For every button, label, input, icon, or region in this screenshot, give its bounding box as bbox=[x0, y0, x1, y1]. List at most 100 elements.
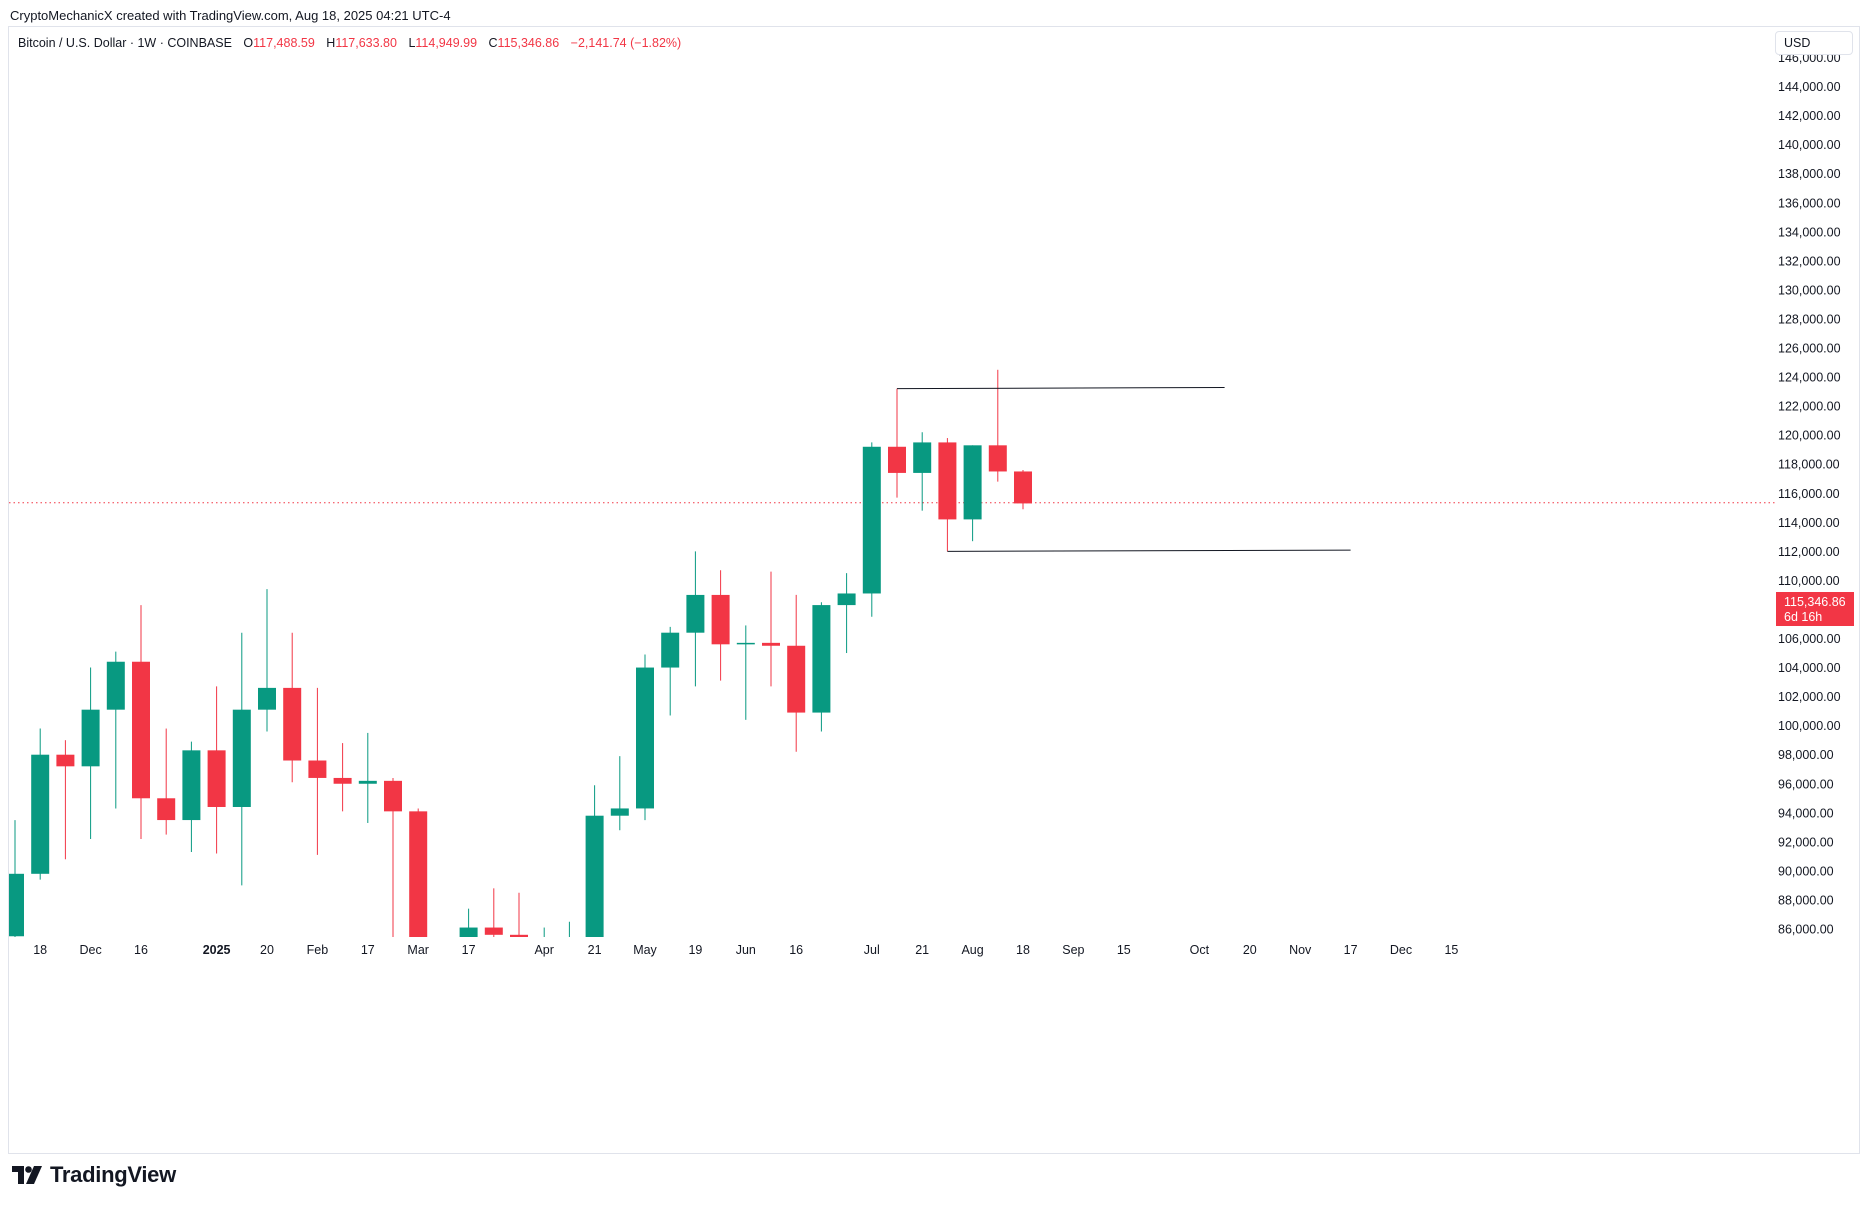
candle-body bbox=[358, 780, 377, 784]
candle-body bbox=[837, 593, 856, 606]
candle[interactable] bbox=[106, 651, 125, 809]
candle-body bbox=[988, 445, 1007, 472]
candle[interactable] bbox=[862, 442, 881, 617]
candle[interactable] bbox=[636, 654, 654, 821]
candle[interactable] bbox=[736, 625, 755, 720]
low-label: L bbox=[408, 36, 416, 50]
candle-body bbox=[157, 798, 176, 821]
price-tick-label: 122,000.00 bbox=[1778, 400, 1841, 414]
candle[interactable] bbox=[409, 808, 428, 1040]
price-tick-label: 116,000.00 bbox=[1778, 487, 1840, 501]
candle[interactable] bbox=[988, 369, 1007, 482]
candle[interactable] bbox=[459, 908, 478, 998]
price-tick-label: 106,000.00 bbox=[1778, 632, 1841, 646]
candle-body bbox=[938, 442, 957, 520]
candle[interactable] bbox=[81, 667, 100, 839]
price-axis: 86,000.00 88,000.00 90,000.00 92,000.00 94,0… bbox=[1778, 51, 1841, 937]
candle-body bbox=[106, 661, 125, 710]
close-value: 115,346.86 bbox=[497, 36, 560, 50]
candle[interactable] bbox=[258, 589, 276, 732]
horizontal-level-line[interactable] bbox=[896, 386, 1225, 390]
candle-body bbox=[182, 750, 201, 821]
candle-body bbox=[56, 754, 75, 767]
candle[interactable] bbox=[434, 958, 452, 1065]
candle[interactable] bbox=[938, 438, 957, 552]
candle[interactable] bbox=[484, 888, 503, 998]
candle-body bbox=[762, 642, 780, 646]
candle[interactable] bbox=[711, 570, 730, 681]
candle[interactable] bbox=[384, 777, 402, 1038]
candle[interactable] bbox=[661, 626, 680, 716]
candle[interactable] bbox=[182, 741, 201, 853]
candle-body bbox=[963, 445, 982, 520]
candle-body bbox=[585, 815, 604, 937]
tradingview-logo[interactable]: TradingView bbox=[12, 1162, 176, 1188]
candle[interactable] bbox=[1014, 470, 1032, 510]
price-tick-label: 138,000.00 bbox=[1778, 167, 1841, 181]
time-tick-label: 20 bbox=[260, 943, 274, 957]
candle[interactable] bbox=[762, 571, 780, 687]
current-price-label: 115,346.86 bbox=[1784, 595, 1846, 609]
horizontal-level-line[interactable] bbox=[947, 549, 1351, 552]
candle[interactable] bbox=[157, 728, 176, 835]
currency-button[interactable]: USD bbox=[1775, 31, 1853, 55]
candle-body bbox=[888, 446, 906, 473]
candle[interactable] bbox=[56, 740, 75, 860]
price-tick-label: 124,000.00 bbox=[1778, 371, 1841, 385]
candle[interactable] bbox=[308, 687, 327, 855]
candle[interactable] bbox=[535, 927, 553, 999]
candle[interactable] bbox=[132, 605, 150, 839]
time-tick-label: Dec bbox=[79, 943, 101, 957]
time-tick-label: 16 bbox=[789, 943, 803, 957]
candle[interactable] bbox=[585, 785, 604, 961]
candle-body bbox=[132, 661, 150, 799]
chart-frame[interactable] bbox=[8, 26, 1860, 1154]
close-label: C bbox=[488, 36, 498, 50]
time-tick-label: 2025 bbox=[203, 943, 231, 957]
time-tick-label: Jun bbox=[736, 943, 756, 957]
candle[interactable] bbox=[837, 573, 856, 654]
price-tick-label: 90,000.00 bbox=[1778, 864, 1834, 878]
candle[interactable] bbox=[560, 921, 578, 1096]
candle[interactable] bbox=[31, 728, 50, 880]
time-tick-label: 17 bbox=[361, 943, 375, 957]
candle[interactable] bbox=[283, 632, 302, 783]
candle[interactable] bbox=[686, 551, 705, 687]
candle[interactable] bbox=[333, 743, 352, 812]
tradingview-logo-text: TradingView bbox=[50, 1162, 176, 1187]
time-tick-label: 21 bbox=[915, 943, 929, 957]
candle-body bbox=[81, 709, 100, 767]
candle-body bbox=[812, 605, 831, 713]
time-tick-label: 15 bbox=[1117, 943, 1131, 957]
candle[interactable] bbox=[610, 756, 629, 831]
candle[interactable] bbox=[510, 892, 528, 995]
price-tick-label: 86,000.00 bbox=[1778, 923, 1834, 937]
candle-body bbox=[661, 632, 680, 668]
candle[interactable] bbox=[358, 732, 377, 823]
tradingview-logo-icon bbox=[12, 1166, 42, 1184]
candle[interactable] bbox=[6, 820, 24, 951]
price-tick-label: 114,000.00 bbox=[1778, 516, 1840, 530]
price-tick-label: 120,000.00 bbox=[1778, 429, 1841, 443]
candle[interactable] bbox=[888, 388, 906, 498]
high-label: H bbox=[326, 36, 336, 50]
price-tick-label: 104,000.00 bbox=[1778, 661, 1841, 675]
candle[interactable] bbox=[812, 602, 831, 732]
time-tick-label: 16 bbox=[134, 943, 148, 957]
time-tick-label: 18 bbox=[33, 943, 47, 957]
symbol-name: Bitcoin / U.S. Dollar · 1W · COINBASE bbox=[18, 36, 232, 50]
candle[interactable] bbox=[787, 594, 806, 752]
candle-body bbox=[686, 594, 705, 633]
time-tick-label: Aug bbox=[961, 943, 983, 957]
price-tick-label: 96,000.00 bbox=[1778, 777, 1834, 791]
candle[interactable] bbox=[913, 432, 932, 511]
candle-body bbox=[333, 777, 352, 784]
price-tick-label: 128,000.00 bbox=[1778, 312, 1841, 326]
price-tick-label: 88,000.00 bbox=[1778, 893, 1834, 907]
candle[interactable] bbox=[963, 445, 982, 542]
candle[interactable] bbox=[207, 686, 226, 854]
candle[interactable] bbox=[232, 632, 251, 886]
high-value: 117,633.80 bbox=[335, 36, 397, 50]
candle-body bbox=[862, 446, 881, 594]
